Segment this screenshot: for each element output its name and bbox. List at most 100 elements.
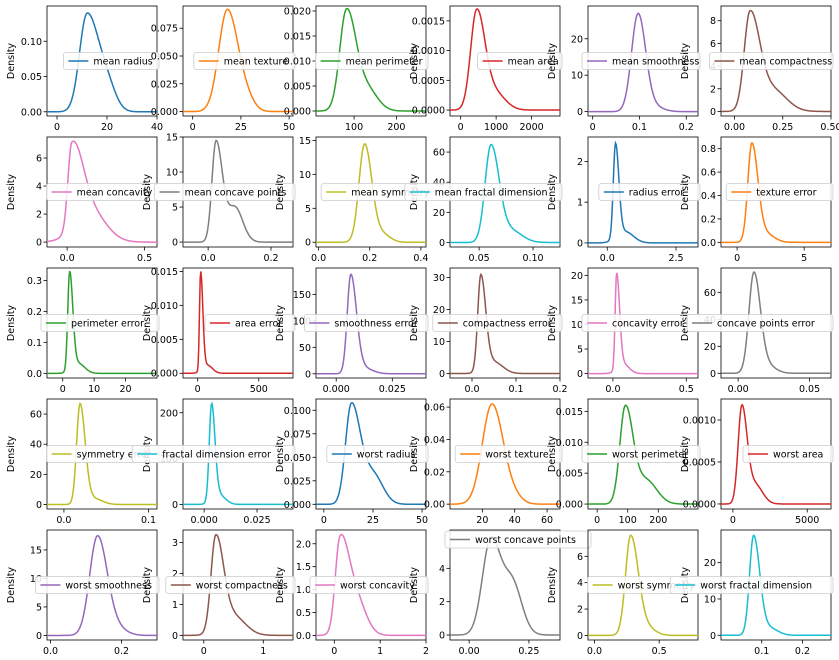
- x-tick-label: 0.0: [464, 384, 479, 395]
- y-tick-label: 15: [571, 295, 583, 306]
- x-tick-label: 0.50: [820, 122, 839, 133]
- y-tick-label: 6: [577, 552, 583, 563]
- y-axis-label: Density: [275, 174, 286, 210]
- y-tick-label: 2: [577, 605, 583, 616]
- x-tick-label: 0.025: [243, 515, 270, 526]
- density-curve-mean-concavity: [46, 140, 157, 243]
- y-tick-label: 0.02: [424, 467, 445, 478]
- density-curve-worst-area: [721, 403, 831, 505]
- legend-label-mean-concave-points: mean concave points: [185, 188, 287, 199]
- legend: mean concavity: [46, 183, 160, 201]
- x-tick-label: 0: [458, 122, 464, 133]
- legend: smoothness error: [303, 314, 429, 332]
- y-tick-label: 4: [439, 564, 445, 575]
- legend: perimeter error: [40, 314, 160, 332]
- y-tick-label: 0: [710, 369, 716, 380]
- legend-label-worst-texture: worst texture: [485, 450, 549, 461]
- y-tick-label: 0.0000: [412, 106, 445, 117]
- x-tick-label: 5: [801, 253, 807, 264]
- density-curve-worst-fractal-dimension: [721, 534, 831, 637]
- y-tick-label: 15: [166, 133, 178, 144]
- x-tick-label: 1000: [484, 122, 508, 133]
- y-axis-label: Density: [6, 174, 17, 210]
- y-tick-label: 1: [172, 600, 178, 611]
- y-axis-label: Density: [680, 43, 691, 79]
- y-tick-label: 20: [704, 342, 716, 353]
- y-tick-label: 10: [299, 170, 311, 181]
- y-tick-label: 0.06: [424, 403, 445, 414]
- x-tick-label: 0.05: [799, 384, 820, 395]
- x-tick-label: 1: [260, 646, 266, 657]
- x-tick-label: 500: [250, 384, 268, 395]
- x-tick-label: 0.000: [191, 515, 218, 526]
- y-tick-label: 0.0010: [412, 46, 445, 57]
- y-tick-label: 20: [433, 305, 445, 316]
- y-axis-label: Density: [6, 305, 17, 341]
- legend-label-radius-error: radius error: [629, 188, 684, 199]
- legend-label-mean-area: mean area: [508, 57, 559, 68]
- x-tick-label: 0: [331, 646, 337, 657]
- legend: worst concave points: [444, 530, 592, 549]
- x-tick-label: 1: [377, 646, 383, 657]
- legend-label-mean-fractal-dimension: mean fractal dimension: [435, 188, 548, 199]
- legend-box: [477, 52, 563, 70]
- x-tick-label: 0: [730, 515, 736, 526]
- density-curve-worst-perimeter: [588, 404, 698, 505]
- density-curve-compactness-error: [450, 272, 560, 375]
- y-axis-label: Density: [680, 436, 691, 472]
- x-tick-label: 0.4: [413, 253, 428, 264]
- x-tick-label: 0.2: [263, 253, 278, 264]
- legend: concavity error: [581, 314, 701, 332]
- y-tick-label: 1: [577, 198, 583, 209]
- density-curve-worst-smoothness: [47, 534, 157, 637]
- density-curve-worst-symmetry: [588, 534, 698, 637]
- density-curve-worst-compactness: [183, 533, 293, 637]
- y-tick-label: 0: [439, 631, 445, 642]
- y-tick-label: 0.020: [284, 7, 311, 18]
- y-tick-label: 0.050: [151, 52, 178, 63]
- x-tick-label: 0: [54, 122, 60, 133]
- x-tick-label: 2.5: [668, 253, 683, 264]
- legend: compactness error: [432, 314, 563, 332]
- x-tick-label: 2000: [520, 122, 544, 133]
- y-axis-label: Density: [409, 567, 420, 603]
- x-tick-label: 40: [509, 515, 521, 526]
- legend-box: [315, 52, 429, 70]
- x-tick-label: 0.1: [508, 384, 523, 395]
- subplot-texture-error: 0.0 0.2 0.4 0.6 0.8 0 5 Density texture error: [680, 136, 834, 264]
- legend-box: [709, 52, 834, 70]
- legend: worst fractal dimension: [669, 576, 834, 594]
- subplot-mean-radius: 0.00 0.05 0.10 0 20 40 Density mean radius: [6, 5, 163, 133]
- y-tick-label: 0.4: [701, 191, 716, 202]
- density-curve-mean-radius: [47, 12, 157, 113]
- x-tick-label: 0.0: [56, 515, 71, 526]
- y-tick-label: 3: [172, 538, 178, 549]
- density-curve-mean-texture: [183, 8, 293, 113]
- legend-label-concave-points-error: concave points error: [717, 319, 815, 330]
- x-tick-label: 0.5: [652, 646, 667, 657]
- y-axis-label: Density: [142, 567, 153, 603]
- y-axis-label: Density: [409, 436, 420, 472]
- x-tick-label: 0.000: [323, 384, 350, 395]
- legend: mean radius: [63, 52, 160, 70]
- legend-label-area-error: area error: [235, 319, 282, 330]
- x-tick-label: 0.0: [587, 646, 602, 657]
- y-tick-label: 1.0: [296, 585, 311, 596]
- legend: mean area: [477, 52, 563, 70]
- x-tick-label: 0.0: [43, 646, 58, 657]
- y-tick-label: 0: [36, 631, 42, 642]
- y-tick-label: 10: [433, 337, 445, 348]
- y-tick-label: 0.0: [701, 238, 716, 249]
- legend: worst radius: [326, 445, 429, 463]
- legend: symmetry error: [46, 445, 160, 463]
- y-axis-label: Density: [547, 174, 558, 210]
- legend-box: [326, 445, 429, 463]
- density-curve-worst-concave-points: [450, 535, 560, 636]
- density-curve-concavity-error: [588, 272, 698, 375]
